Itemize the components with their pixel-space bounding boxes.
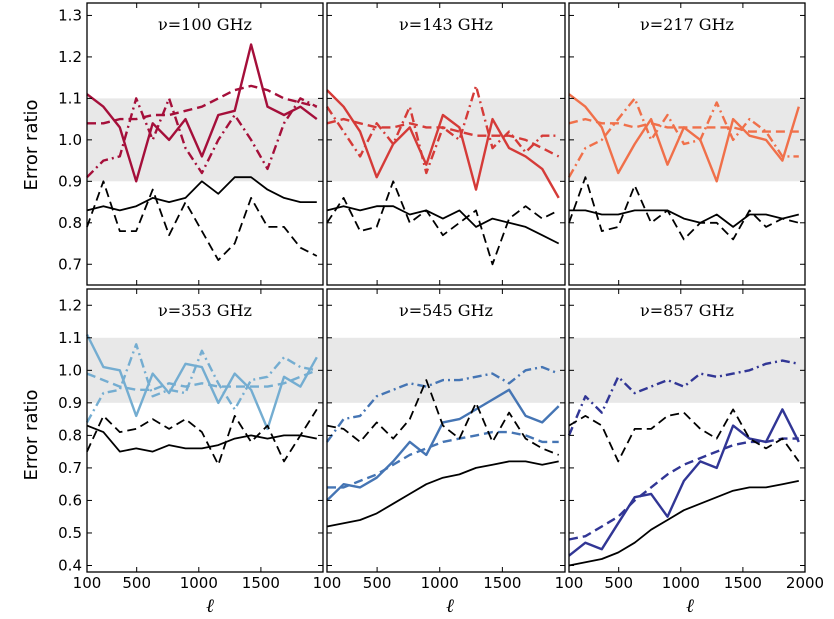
y-tick-label: 0.4 [58,556,82,574]
series-line-4 [569,209,800,228]
series-line-1 [326,388,560,502]
panel-3: ν=217 GHz [567,2,806,286]
y-tick-label: 0.8 [58,426,82,444]
x-tick-label: 1500 [724,574,762,592]
series-line-1 [86,43,318,183]
panel-title: ν=217 GHz [640,15,734,34]
x-tick-label: 1500 [242,574,280,592]
series-line-3 [326,84,559,175]
panel-1: 0.7 0.8 0.9 1.0 1.1 1.2 1.3 ν=100 GHz [58,2,324,286]
y-tick-label: 1.1 [58,89,82,107]
series-line-4 [86,424,317,453]
series-line-5 [86,408,318,466]
series-line-4 [326,460,559,528]
x-tick-label: 100 [555,574,584,592]
panel-4: 100 500 1000 1500 0.4 0.5 0.6 0.7 0.8 0.9 1.0 1.1 1.… [58,288,324,592]
panel-title: ν=545 GHz [399,301,493,320]
x-axis-label-2: ℓ [446,595,454,617]
band [569,98,805,182]
band [87,337,323,403]
y-tick-label: 1.2 [58,296,82,314]
series-line-2 [568,117,799,133]
y-axis-label-bottom: Error ratio [21,389,42,480]
panel-6: 100 500 1000 1500 2000 ν=857 GHz [555,288,824,592]
x-tick-label: 1000 [662,574,700,592]
series-line-5 [326,379,560,456]
series-line-3 [85,343,318,423]
series-line-5 [568,408,800,463]
x-tick-label: 2000 [786,574,824,592]
x-tick-label: 1000 [421,574,459,592]
y-tick-label: 0.9 [58,394,82,412]
y-tick-label: 0.5 [58,524,82,542]
x-tick-label: 100 [313,574,342,592]
x-tick-label: 100 [73,574,102,592]
panel-frame [86,288,324,573]
series-line-3 [567,359,800,436]
panel-title: ν=353 GHz [158,301,252,320]
x-tick-label: 1500 [483,574,521,592]
x-tick-label: 1000 [180,574,218,592]
series-line-1 [568,408,800,557]
series-line-5 [326,180,560,266]
y-tick-label: 1.0 [58,131,82,149]
band [87,98,323,182]
y-tick-label: 1.1 [58,329,82,347]
series-line-1 [85,333,318,431]
y-tick-label: 0.6 [58,491,82,509]
x-axis-label-1: ℓ [206,595,214,617]
y-tick-label: 0.7 [58,459,82,477]
x-tick-label: 500 [604,574,633,592]
series-line-3 [567,97,799,178]
series-line-3 [86,97,318,179]
series-line-4 [326,205,560,245]
series-line-4 [568,480,799,567]
y-tick-label: 1.0 [58,361,82,379]
y-axis-label-top: Error ratio [21,99,42,190]
y-tick-label: 1.2 [58,48,82,66]
panel-title: ν=857 GHz [640,301,734,320]
x-tick-label: 500 [122,574,151,592]
series-line-4 [86,176,317,212]
series-line-2 [327,430,559,489]
y-tick-label: 1.3 [58,6,82,24]
series-line-5 [86,180,318,262]
panel-frame [326,288,566,573]
panel-frame [86,2,324,286]
y-tick-label: 0.8 [58,214,82,232]
panel-frame [568,288,806,573]
panel-2: ν=143 GHz [326,2,566,286]
y-tick-label: 0.7 [58,255,82,273]
panel-frame [568,2,806,286]
panel-frame [326,2,566,286]
x-axis-label-3: ℓ [686,595,694,617]
panel-title: ν=143 GHz [399,15,493,34]
series-line-2 [87,84,318,125]
series-line-5 [568,176,800,241]
series-line-2 [568,437,799,541]
series-line-3 [326,365,560,443]
panel-5: 100 500 1000 1500 ν=545 GHz [313,288,566,592]
series-line-2 [86,369,318,391]
y-tick-label: 0.9 [58,172,82,190]
band [569,337,805,403]
panel-title: ν=100 GHz [158,15,252,34]
x-tick-label: 500 [363,574,392,592]
